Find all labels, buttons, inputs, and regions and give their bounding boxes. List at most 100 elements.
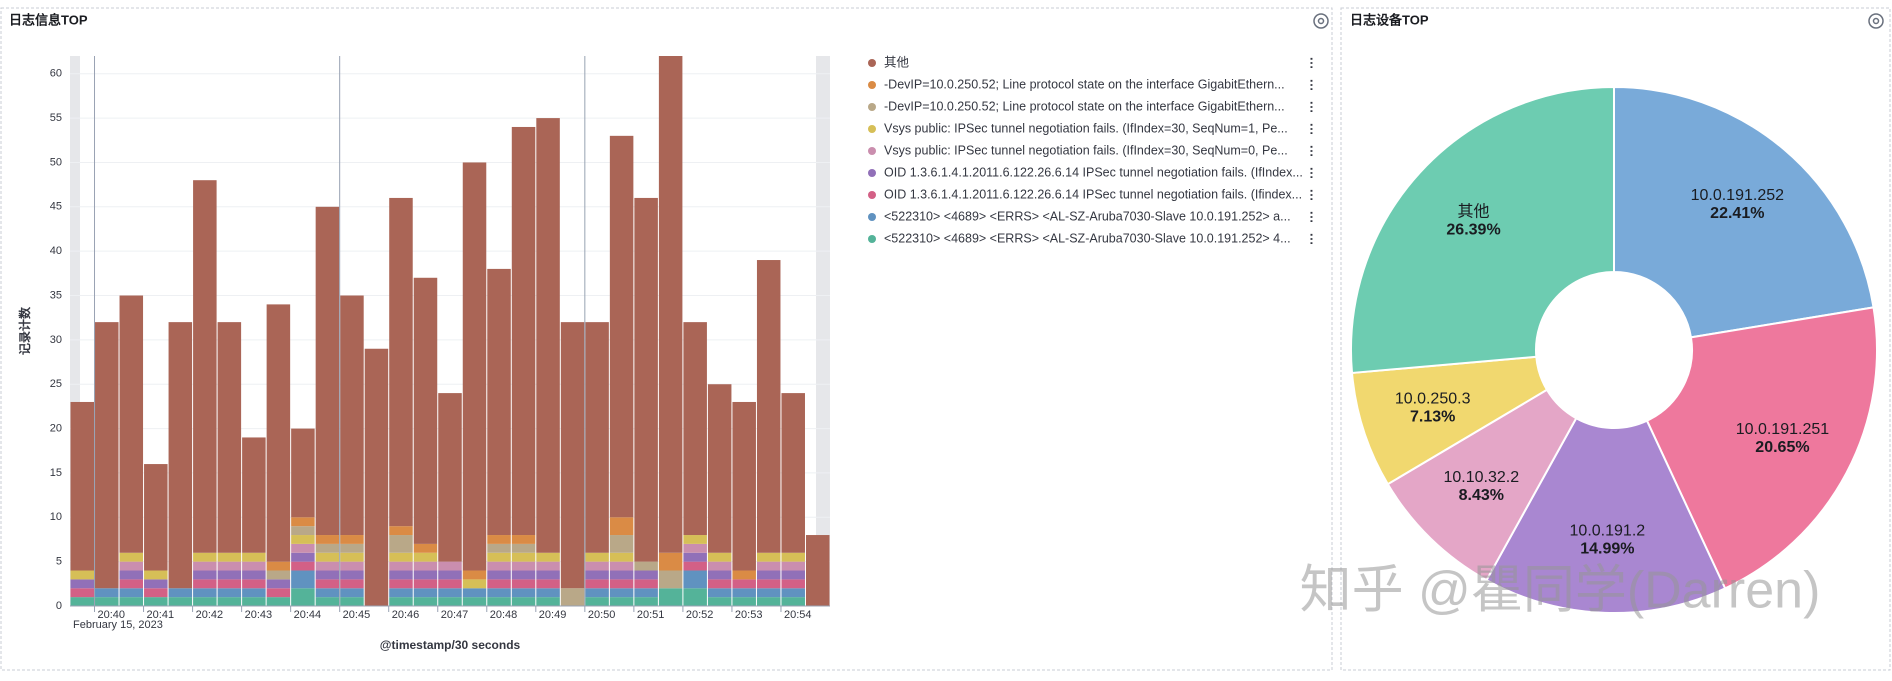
bar-segment xyxy=(242,570,266,580)
bar-segment xyxy=(487,543,511,553)
bar-segment xyxy=(389,561,413,571)
bar-segment xyxy=(707,561,732,571)
bar-segment xyxy=(193,579,217,589)
bar-segment xyxy=(536,561,560,571)
bar-segment xyxy=(266,579,291,589)
bar-segment xyxy=(732,401,756,571)
bar-segment xyxy=(438,561,462,571)
bar-segment xyxy=(707,597,732,606)
bar-segment xyxy=(266,597,291,606)
pie-slice xyxy=(1613,85,1875,339)
bar-segment xyxy=(70,401,95,571)
bar-segment xyxy=(781,552,805,562)
bar-segment xyxy=(536,552,560,562)
bar-segment xyxy=(462,162,487,571)
bar-segment xyxy=(585,570,609,580)
bar-segment xyxy=(781,561,805,571)
slice-label: 其他 xyxy=(1458,203,1490,221)
bar-segment xyxy=(144,588,168,598)
x-tick-label: 20:45 xyxy=(343,609,371,621)
bar-segment xyxy=(462,597,487,606)
bar-segment xyxy=(291,526,315,536)
y-tick-label: 5 xyxy=(56,556,62,568)
bar-segment xyxy=(634,197,658,562)
bar-segment xyxy=(291,535,315,544)
bar-segment xyxy=(756,570,781,580)
settings-icon[interactable] xyxy=(1868,13,1884,29)
bar-segment xyxy=(585,561,609,571)
bar-segment xyxy=(413,543,438,553)
x-tick-label: 20:43 xyxy=(245,609,273,621)
bar-segment xyxy=(413,277,438,544)
x-tick-label: 20:49 xyxy=(539,609,567,621)
y-tick-label: 0 xyxy=(56,600,62,612)
bar-segment xyxy=(242,597,266,606)
bar-segment xyxy=(511,588,536,598)
legend-swatch xyxy=(868,235,876,243)
legend-label: 其他 xyxy=(884,55,910,69)
legend-menu: … xyxy=(1308,145,1323,158)
bar-segment xyxy=(658,570,683,589)
bar-segment xyxy=(217,588,242,598)
y-tick-label: 60 xyxy=(50,68,62,80)
bar-segment xyxy=(413,579,438,589)
bar-segment xyxy=(658,588,683,606)
x-tick-label: 20:42 xyxy=(196,609,224,621)
bar-segment xyxy=(683,543,707,553)
bar-segment xyxy=(487,579,511,589)
bar-segment xyxy=(536,118,560,553)
bar-segment xyxy=(634,597,658,606)
bar-segment xyxy=(340,588,364,598)
bar-segment xyxy=(242,579,266,589)
bar-segment xyxy=(511,570,536,580)
bar-segment xyxy=(95,588,119,598)
bar-segment xyxy=(805,535,830,606)
bar-segment xyxy=(487,552,511,562)
slice-label: 10.10.32.2 xyxy=(1443,469,1519,486)
bar-segment xyxy=(536,588,560,598)
bar-segment xyxy=(438,597,462,606)
bar-segment xyxy=(707,588,732,598)
y-tick-label: 55 xyxy=(50,112,62,124)
bar-segment xyxy=(658,552,683,571)
y-tick-label: 35 xyxy=(50,289,62,301)
partial-bucket xyxy=(816,56,830,606)
x-tick-label: 20:50 xyxy=(588,609,616,621)
x-tick-label: 20:47 xyxy=(441,609,469,621)
bar-segment xyxy=(781,597,805,606)
bar-segment xyxy=(242,561,266,571)
settings-icon[interactable] xyxy=(1313,13,1329,29)
bar-segment xyxy=(291,543,315,553)
bar-segment xyxy=(732,597,756,606)
bar-segment xyxy=(487,535,511,544)
bar-segment xyxy=(144,570,168,580)
bar-segment xyxy=(291,428,315,518)
bar-segment xyxy=(340,597,364,606)
bar-segment xyxy=(756,552,781,562)
legend-swatch xyxy=(868,125,876,133)
bar-segment xyxy=(683,588,707,606)
legend-menu: … xyxy=(1308,167,1323,180)
legend-swatch xyxy=(868,103,876,111)
bar-segment xyxy=(781,588,805,598)
slice-label: 10.0.191.252 xyxy=(1691,187,1785,204)
bar-segment xyxy=(70,579,95,589)
bar-segment xyxy=(438,588,462,598)
x-tick-label: 20:40 xyxy=(98,609,126,621)
bar-segment xyxy=(585,588,609,598)
bar-segment xyxy=(168,588,193,598)
y-tick-label: 10 xyxy=(50,511,62,523)
bar-segment xyxy=(585,552,609,562)
legend-menu: … xyxy=(1308,79,1323,92)
bar-segment xyxy=(683,535,707,544)
bar-segment xyxy=(462,588,487,598)
legend-label: <522310> <4689> <ERRS> <AL-SZ-Aruba7030-… xyxy=(884,209,1291,223)
slice-value: 8.43% xyxy=(1459,487,1504,504)
bar-segment xyxy=(95,322,119,589)
slice-value: 26.39% xyxy=(1446,222,1500,239)
bar-segment xyxy=(609,552,634,562)
bar-segment xyxy=(291,517,315,527)
pie-slice xyxy=(1386,388,1578,582)
bar-segment xyxy=(70,570,95,580)
bar-segment xyxy=(609,579,634,589)
